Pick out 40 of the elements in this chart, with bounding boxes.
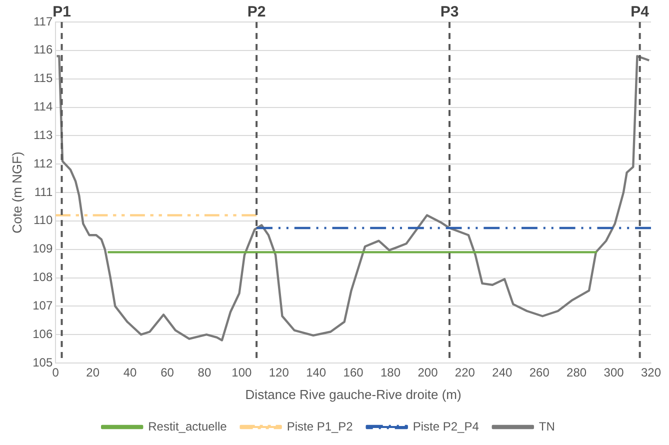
legend-label: Restit_actuelle	[148, 419, 228, 434]
x-tick-label: 160	[343, 366, 364, 380]
x-tick-label: 40	[123, 366, 138, 380]
x-tick-label: 280	[566, 366, 587, 380]
y-tick-label: 109	[32, 242, 53, 256]
y-tick-label: 112	[33, 156, 53, 170]
y-tick-label: 105	[32, 355, 53, 370]
x-tick-label: 100	[232, 366, 252, 380]
legend-label: TN	[538, 419, 555, 434]
x-tick-label: 300	[604, 366, 624, 380]
x-tick-label: 200	[418, 366, 438, 380]
x-tick-label: 320	[640, 366, 662, 380]
y-tick-label: 107	[32, 298, 53, 312]
x-tick-label: 20	[86, 366, 100, 380]
y-tick-label: 115	[33, 71, 53, 86]
x-tick-label: 220	[454, 366, 476, 380]
ref-line-label: P1	[52, 4, 71, 21]
ref-line-label: P4	[630, 4, 650, 21]
x-tick-label: 80	[198, 366, 212, 380]
x-tick-label: 60	[160, 366, 174, 380]
y-tick-label: 113	[33, 128, 53, 142]
y-tick-label: 108	[32, 270, 53, 284]
y-tick-label: 116	[33, 42, 53, 57]
y-axis-title: Cote (m NGF)	[9, 152, 24, 234]
y-tick-label: 110	[33, 213, 53, 228]
y-tick-label: 106	[32, 326, 53, 341]
x-tick-label: 140	[306, 366, 326, 380]
legend-label: Piste P1_P2	[286, 419, 354, 434]
x-tick-label: 120	[268, 366, 290, 380]
x-axis-title: Distance Rive gauche-Rive droite (m)	[245, 386, 462, 402]
y-tick-label: 111	[34, 184, 53, 199]
ref-line-label: P3	[440, 4, 459, 21]
x-tick-label: 180	[380, 366, 401, 380]
x-tick-label: 0	[52, 366, 60, 380]
y-tick-label: 114	[33, 100, 53, 114]
legend-label: Piste P2_P4	[412, 419, 480, 434]
x-tick-label: 260	[529, 366, 550, 380]
ref-line-label: P2	[247, 4, 266, 21]
x-tick-label: 240	[492, 366, 512, 380]
y-tick-label: 117	[33, 14, 53, 28]
